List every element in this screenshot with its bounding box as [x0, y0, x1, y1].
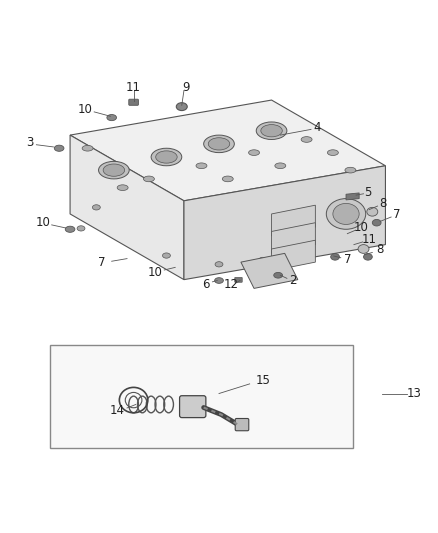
Text: 8: 8: [377, 244, 384, 256]
Polygon shape: [70, 100, 385, 201]
Ellipse shape: [107, 115, 117, 120]
Text: 2: 2: [289, 274, 297, 287]
Text: 7: 7: [392, 208, 400, 221]
Ellipse shape: [275, 163, 286, 168]
Ellipse shape: [99, 161, 129, 179]
Ellipse shape: [249, 150, 259, 156]
Ellipse shape: [196, 163, 207, 168]
Text: 14: 14: [110, 403, 125, 417]
Text: 13: 13: [406, 387, 421, 400]
Text: 11: 11: [361, 233, 376, 246]
Ellipse shape: [372, 220, 381, 226]
Text: 7: 7: [344, 253, 352, 266]
Ellipse shape: [261, 125, 282, 137]
Ellipse shape: [144, 176, 154, 182]
Text: 9: 9: [182, 82, 190, 94]
Text: 10: 10: [148, 265, 163, 279]
Text: 12: 12: [223, 278, 238, 292]
Ellipse shape: [259, 257, 267, 263]
Ellipse shape: [364, 254, 372, 260]
Text: 3: 3: [26, 136, 33, 149]
Polygon shape: [241, 253, 298, 288]
Ellipse shape: [274, 272, 283, 278]
Ellipse shape: [156, 151, 177, 163]
Polygon shape: [70, 135, 184, 280]
Ellipse shape: [54, 145, 64, 151]
Ellipse shape: [223, 176, 233, 182]
Ellipse shape: [82, 146, 93, 151]
Text: 5: 5: [364, 187, 371, 199]
Polygon shape: [272, 223, 315, 253]
Ellipse shape: [204, 135, 234, 152]
Ellipse shape: [176, 103, 187, 110]
Ellipse shape: [92, 205, 100, 210]
Ellipse shape: [331, 254, 339, 260]
Ellipse shape: [367, 207, 378, 216]
Text: 10: 10: [78, 103, 93, 116]
Text: 10: 10: [35, 216, 50, 229]
Bar: [50, 345, 353, 448]
Ellipse shape: [215, 278, 223, 284]
Ellipse shape: [327, 150, 338, 156]
Polygon shape: [272, 205, 315, 236]
Text: 8: 8: [380, 197, 387, 211]
Ellipse shape: [65, 226, 75, 232]
FancyBboxPatch shape: [235, 418, 249, 431]
Polygon shape: [184, 166, 385, 280]
Ellipse shape: [333, 204, 359, 224]
Ellipse shape: [358, 245, 369, 253]
Ellipse shape: [256, 122, 287, 140]
Polygon shape: [346, 193, 359, 200]
Ellipse shape: [103, 164, 124, 176]
Text: 4: 4: [314, 120, 321, 134]
Ellipse shape: [301, 136, 312, 142]
Ellipse shape: [151, 148, 182, 166]
Ellipse shape: [162, 253, 170, 258]
FancyBboxPatch shape: [235, 278, 242, 282]
FancyBboxPatch shape: [180, 395, 206, 418]
Text: 6: 6: [202, 278, 210, 290]
FancyBboxPatch shape: [129, 99, 138, 106]
Polygon shape: [272, 240, 315, 271]
Ellipse shape: [77, 226, 85, 231]
Ellipse shape: [345, 167, 356, 173]
Text: 10: 10: [354, 221, 369, 235]
Text: 7: 7: [98, 256, 106, 270]
Text: 11: 11: [126, 82, 141, 94]
Ellipse shape: [215, 262, 223, 267]
Text: 15: 15: [255, 374, 270, 387]
Ellipse shape: [117, 185, 128, 190]
Ellipse shape: [326, 199, 366, 229]
Ellipse shape: [208, 138, 230, 150]
